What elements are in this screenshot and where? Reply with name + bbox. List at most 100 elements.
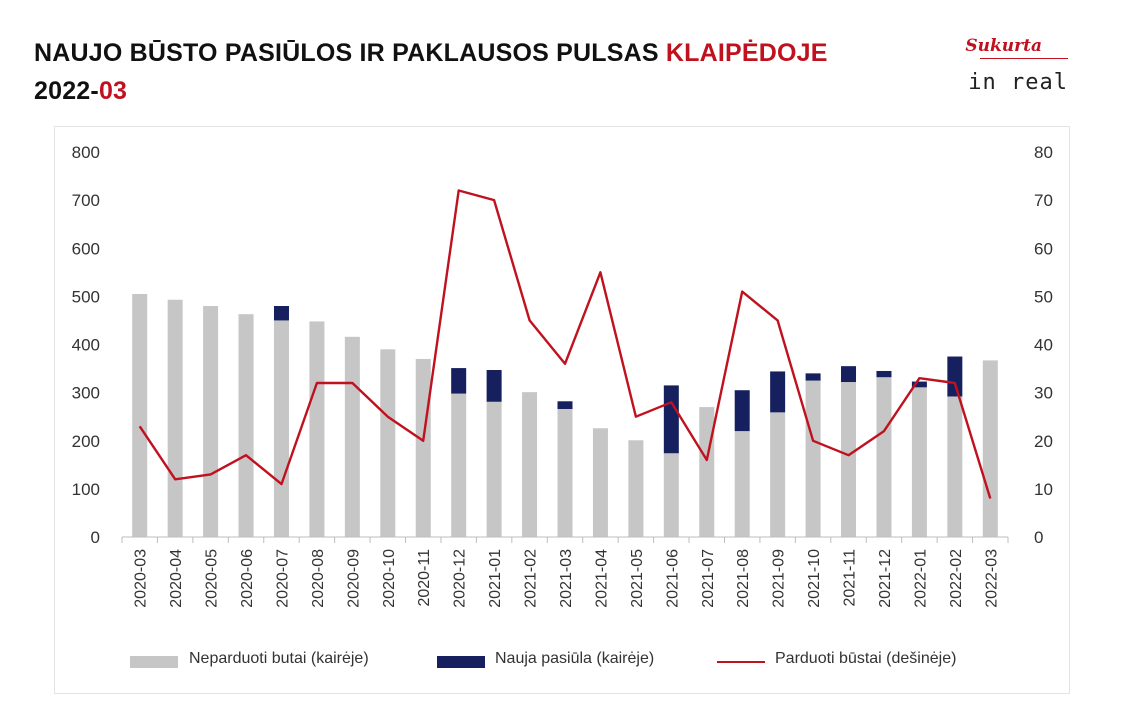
y-right-tick-label: 50 xyxy=(1034,287,1053,306)
legend-swatch-sold xyxy=(717,661,765,663)
bar-new-supply xyxy=(805,373,821,381)
bar-new-supply xyxy=(841,366,857,383)
y-left-tick-label: 500 xyxy=(72,287,100,306)
bar-new-supply xyxy=(451,368,467,394)
legend-swatch-unsold xyxy=(130,656,178,668)
bar-unsold xyxy=(309,321,325,537)
x-tick-label: 2021-02 xyxy=(523,549,540,608)
logo-main-text: in real xyxy=(968,70,1068,95)
bar-unsold xyxy=(663,453,679,537)
y-right-tick-label: 0 xyxy=(1034,528,1043,547)
x-tick-label: 2022-03 xyxy=(983,549,1000,608)
x-tick-label: 2020-08 xyxy=(310,549,327,608)
legend-label-unsold: Neparduoti butai (kairėje) xyxy=(189,650,369,667)
line-sold xyxy=(138,189,992,499)
bar-unsold xyxy=(132,293,148,537)
chart-title: NAUJO BŪSTO PASIŪLOS IR PAKLAUSOS PULSAS… xyxy=(34,34,828,110)
legend-label-sold: Parduoti būstai (dešinėje) xyxy=(775,650,957,667)
bar-unsold xyxy=(628,440,644,537)
y-left-tick-label: 200 xyxy=(72,432,100,451)
x-tick-label: 2020-05 xyxy=(204,549,221,608)
x-tick-label: 2021-11 xyxy=(842,549,859,607)
bar-unsold xyxy=(451,393,467,537)
x-tick-label: 2021-12 xyxy=(877,549,894,608)
x-tick-label: 2020-11 xyxy=(416,549,433,607)
chart-legend: Neparduoti butai (kairėje) Nauja pasiūla… xyxy=(0,646,1138,676)
x-tick-label: 2020-04 xyxy=(168,549,185,608)
bar-new-supply xyxy=(557,401,573,409)
bar-unsold xyxy=(734,431,750,537)
bar-new-supply xyxy=(911,381,927,388)
bar-unsold xyxy=(947,396,963,537)
x-tick-label: 2021-10 xyxy=(806,549,823,608)
bar-new-supply xyxy=(734,390,750,432)
title-line-2: 2022-03 xyxy=(34,72,828,110)
bar-unsold xyxy=(876,377,892,537)
bar-unsold xyxy=(982,360,998,537)
bar-unsold xyxy=(273,320,289,537)
bar-unsold xyxy=(770,412,786,537)
bar-unsold xyxy=(557,408,573,537)
bar-unsold xyxy=(238,314,254,537)
y-left-tick-label: 300 xyxy=(72,384,100,403)
bar-unsold xyxy=(203,306,219,537)
y-right-tick-label: 80 xyxy=(1034,143,1053,162)
bar-unsold xyxy=(522,392,538,537)
y-right-tick-label: 70 xyxy=(1034,191,1053,210)
bar-unsold xyxy=(167,299,183,537)
x-tick-label: 2020-12 xyxy=(452,549,469,608)
bar-new-supply xyxy=(273,306,289,321)
bar-new-supply xyxy=(486,370,502,402)
y-right-tick-label: 40 xyxy=(1034,336,1053,355)
y-right-tick-label: 30 xyxy=(1034,384,1053,403)
chart-frame xyxy=(54,126,1070,694)
bar-new-supply xyxy=(663,385,679,454)
y-right-tick-label: 60 xyxy=(1034,239,1053,258)
y-left-tick-label: 600 xyxy=(72,239,100,258)
y-left-tick-label: 400 xyxy=(72,336,100,355)
logo-underline xyxy=(980,58,1068,59)
y-left-tick-label: 800 xyxy=(72,143,100,162)
logo-script-text: Sukurta xyxy=(965,36,1042,56)
bar-unsold xyxy=(592,428,608,537)
y-left-tick-label: 0 xyxy=(91,528,100,547)
x-tick-label: 2022-01 xyxy=(912,549,929,608)
x-tick-label: 2020-06 xyxy=(239,549,256,608)
bar-unsold xyxy=(805,380,821,537)
legend-label-new-supply: Nauja pasiūla (kairėje) xyxy=(495,650,655,667)
legend-swatch-new-supply xyxy=(437,656,485,668)
bar-unsold xyxy=(841,382,857,537)
bar-unsold xyxy=(380,349,396,537)
x-tick-label: 2021-04 xyxy=(593,549,610,608)
bar-unsold xyxy=(415,358,431,537)
x-tick-label: 2021-01 xyxy=(487,549,504,608)
y-right-tick-label: 20 xyxy=(1034,432,1053,451)
bar-unsold xyxy=(911,387,927,537)
x-tick-label: 2021-08 xyxy=(735,549,752,608)
y-left-tick-label: 100 xyxy=(72,480,100,499)
bar-new-supply xyxy=(876,370,892,378)
x-tick-label: 2021-06 xyxy=(664,549,681,608)
x-tick-label: 2021-03 xyxy=(558,549,575,608)
bar-new-supply xyxy=(947,356,963,397)
title-city-text: KLAIPĖDOJE xyxy=(665,39,828,67)
x-tick-label: 2021-05 xyxy=(629,549,646,608)
bar-unsold xyxy=(486,401,502,537)
x-tick-label: 2020-07 xyxy=(274,549,291,608)
title-main-text: NAUJO BŪSTO PASIŪLOS IR PAKLAUSOS PULSAS xyxy=(34,39,666,67)
x-tick-label: 2020-09 xyxy=(345,549,362,608)
period-month-text: 03 xyxy=(98,77,128,105)
bar-unsold xyxy=(699,407,715,537)
x-tick-label: 2022-02 xyxy=(948,549,965,608)
x-tick-label: 2021-07 xyxy=(700,549,717,608)
x-tick-label: 2021-09 xyxy=(771,549,788,608)
period-year-text: 2022- xyxy=(34,77,99,105)
title-line-1: NAUJO BŪSTO PASIŪLOS IR PAKLAUSOS PULSAS… xyxy=(34,34,828,72)
bar-unsold xyxy=(344,336,360,537)
y-left-tick-label: 700 xyxy=(72,191,100,210)
y-right-tick-label: 10 xyxy=(1034,480,1053,499)
bar-new-supply xyxy=(770,371,786,413)
inreal-logo: Sukurta in real xyxy=(958,36,1068,100)
x-tick-label: 2020-03 xyxy=(133,549,150,608)
